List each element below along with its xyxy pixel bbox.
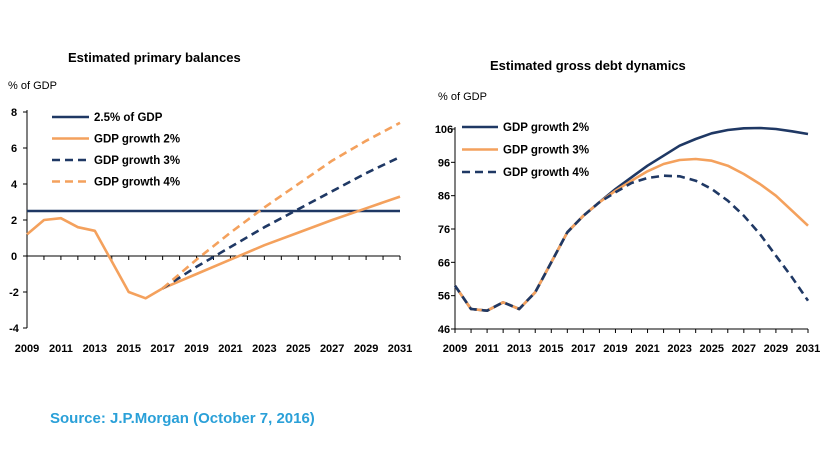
x-tick-label: 2025 (286, 343, 310, 355)
legend-label: GDP growth 2% (503, 122, 589, 134)
x-tick-label: 2027 (732, 343, 756, 355)
left-chart-unit-label: % of GDP (8, 80, 57, 92)
y-tick-label: 6 (11, 143, 17, 155)
y-tick-label: 46 (438, 324, 450, 336)
y-tick-label: 56 (438, 291, 450, 303)
source-note: Source: J.P.Morgan (October 7, 2016) (50, 410, 315, 427)
x-tick-label: 2017 (571, 343, 595, 355)
x-tick-label: 2019 (603, 343, 627, 355)
gross-debt-chart: Estimated gross debt dynamics % of GDP 1… (435, 58, 820, 355)
x-tick-label: 2009 (15, 343, 39, 355)
series-line-2 (26, 195, 401, 300)
x-tick-label: 2023 (667, 343, 691, 355)
series-line-2 (453, 157, 809, 313)
y-tick-label: 8 (11, 107, 17, 119)
legend-label: 2.5% of GDP (94, 112, 163, 124)
y-tick-label: -2 (9, 287, 19, 299)
y-tick-label: 4 (11, 179, 18, 191)
legend-label: GDP growth 3% (503, 145, 589, 157)
x-tick-label: 2029 (354, 343, 378, 355)
right-chart-unit-label: % of GDP (438, 91, 487, 103)
x-tick-label: 2013 (83, 343, 107, 355)
x-tick-label: 2025 (699, 343, 723, 355)
y-tick-label: -4 (9, 323, 20, 335)
legend-label: GDP growth 4% (503, 167, 589, 179)
y-tick-label: 76 (438, 224, 450, 236)
x-tick-label: 2017 (150, 343, 174, 355)
y-tick-label: 2 (11, 215, 17, 227)
legend-label: GDP growth 2% (94, 134, 180, 146)
primary-balances-chart: Estimated primary balances % of GDP 8 6 4 2… (8, 50, 412, 355)
x-tick-label: 2021 (218, 343, 242, 355)
x-tick-label: 2021 (635, 343, 659, 355)
legend-label: GDP growth 3% (94, 155, 180, 167)
x-tick-label: 2031 (388, 343, 412, 355)
x-tick-label: 2011 (475, 343, 499, 355)
y-tick-label: 106 (435, 124, 453, 136)
x-tick-label: 2015 (539, 343, 563, 355)
series-line-3 (453, 174, 810, 313)
y-tick-label: 0 (11, 251, 17, 263)
x-tick-label: 2009 (443, 343, 467, 355)
legend-label: GDP growth 4% (94, 177, 180, 189)
x-tick-label: 2011 (49, 343, 73, 355)
x-tick-label: 2027 (320, 343, 344, 355)
right-chart-title: Estimated gross debt dynamics (490, 58, 686, 73)
x-tick-label: 2019 (184, 343, 208, 355)
x-tick-label: 2023 (252, 343, 276, 355)
x-tick-label: 2015 (116, 343, 140, 355)
x-tick-label: 2013 (507, 343, 531, 355)
y-tick-label: 86 (438, 191, 450, 203)
series-line-4 (161, 121, 401, 290)
x-tick-label: 2029 (764, 343, 788, 355)
y-tick-label: 66 (438, 257, 450, 269)
y-tick-label: 96 (438, 157, 450, 169)
x-tick-label: 2031 (796, 343, 820, 355)
left-chart-title: Estimated primary balances (68, 50, 241, 65)
series-line-3 (161, 155, 401, 290)
